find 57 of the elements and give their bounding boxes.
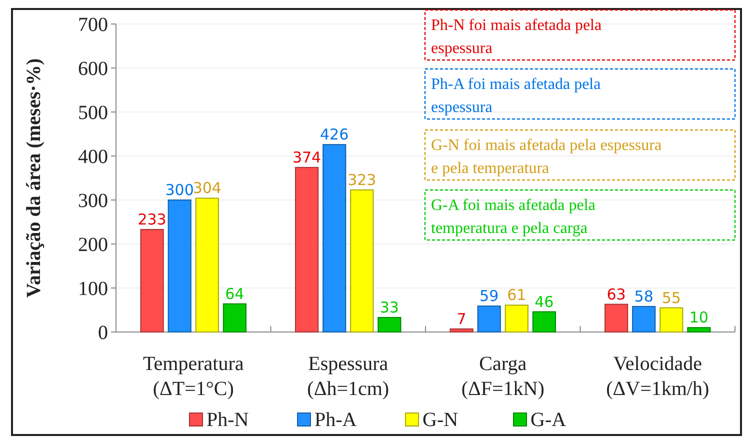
data-label: 63	[606, 285, 626, 304]
annotation: G-A foi mais afetada pela temperatura e pela carga	[431, 197, 596, 237]
y-tick-label: 500	[78, 102, 108, 124]
callout-box: G-N foi mais afetada pela espessura e pela temperatura	[424, 129, 736, 181]
annotation: Ph-N foi mais afetada pela espessura	[431, 17, 602, 57]
bar	[532, 311, 556, 332]
data-label: 58	[634, 287, 654, 306]
bar	[687, 327, 711, 332]
bar	[504, 304, 528, 332]
bar	[660, 307, 684, 332]
bar	[477, 306, 501, 332]
bar	[450, 328, 474, 332]
data-label: 10	[689, 308, 708, 327]
data-label: 61	[507, 286, 526, 304]
x-tick-label: Velocidade (ΔV=1km/h)	[606, 353, 710, 400]
y-tick-label: 0	[98, 322, 108, 344]
callout-box: Ph-N foi mais afetada pela espessura	[424, 9, 736, 61]
bar	[222, 303, 246, 332]
data-label: 55	[662, 288, 681, 307]
legend-label: Ph-A	[314, 409, 358, 431]
x-tick-label: Carga (ΔF=1kN)	[461, 353, 544, 400]
y-tick-label: 100	[78, 278, 108, 300]
x-tick-label: Temperatura (ΔT=1°C)	[142, 353, 244, 400]
y-axis-title: Variação da área (meses·%)	[23, 58, 45, 298]
data-label: 374	[292, 148, 322, 166]
data-label: 300	[165, 181, 194, 199]
bar	[632, 306, 656, 332]
data-label: 7	[456, 310, 466, 328]
callout-box: Ph-A foi mais afetada pela espessura	[424, 68, 736, 120]
bar	[168, 200, 192, 332]
bar	[295, 166, 319, 332]
legend-label: G-A	[530, 409, 567, 431]
bar	[322, 144, 346, 332]
data-label: 323	[348, 170, 376, 189]
annotation: Ph-A foi mais afetada pela espessura	[431, 76, 601, 116]
data-label: 304	[192, 179, 222, 198]
legend-label: G-N	[422, 409, 458, 431]
data-label: 33	[380, 298, 399, 316]
annotation: G-N foi mais afetada pela espessura e pela temperatura	[431, 137, 662, 177]
y-tick-label: 300	[78, 190, 108, 212]
data-label: 233	[138, 210, 166, 228]
data-label: 46	[534, 292, 554, 311]
callout-box: G-A foi mais afetada pela temperatura e pela carga	[424, 189, 736, 241]
y-tick-label: 400	[78, 146, 108, 168]
bar	[195, 198, 219, 332]
data-label: 59	[480, 287, 499, 306]
y-tick-label: 200	[78, 234, 108, 256]
data-label: 426	[320, 126, 349, 144]
data-label: 64	[225, 284, 244, 303]
y-tick-label: 700	[78, 14, 108, 36]
bar	[604, 304, 628, 332]
y-tick-label: 600	[78, 58, 108, 80]
legend-label: Ph-N	[206, 409, 249, 431]
bar	[378, 316, 402, 332]
bar	[350, 189, 374, 332]
x-tick-label: Espessura (Δh=1cm)	[307, 353, 390, 400]
bar	[140, 228, 164, 332]
